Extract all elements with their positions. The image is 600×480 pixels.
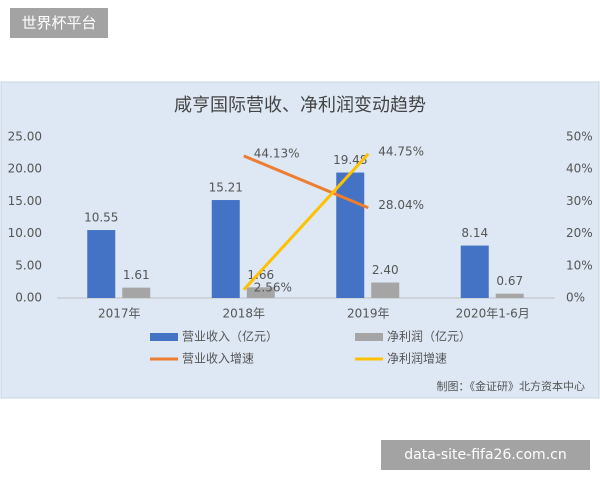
watermark: data-site-fifa26.com.cn [381, 440, 590, 470]
legend-label: 净利润增速 [387, 352, 447, 366]
data-label: 1.61 [123, 268, 150, 282]
legend-label: 净利润（亿元） [387, 329, 471, 344]
source-note: 制图：《金证研》北方资本中心 [437, 379, 586, 393]
y-tick-label: 5.00 [15, 258, 42, 272]
bar [336, 172, 365, 298]
bar [246, 287, 275, 298]
bar [495, 293, 524, 298]
data-label: 15.21 [209, 181, 243, 195]
data-label: 44.75% [378, 144, 424, 158]
legend-swatch [355, 333, 383, 341]
y-tick-label: 15.00 [8, 194, 42, 208]
y2-tick-label: 0% [566, 291, 585, 305]
header-label: 世界杯平台 [10, 8, 108, 38]
y-tick-label: 25.00 [8, 130, 42, 144]
legend-label: 营业收入增速 [182, 352, 254, 366]
data-label: 2.56% [254, 280, 292, 294]
y-tick-label: 0.00 [15, 291, 42, 305]
bar [371, 282, 400, 298]
bar [122, 287, 151, 298]
y2-tick-label: 10% [566, 258, 593, 272]
bar [87, 230, 116, 298]
y2-tick-label: 50% [566, 130, 593, 144]
chart-panel [0, 81, 600, 399]
x-tick-label: 2020年1-6月 [456, 307, 530, 321]
data-label: 0.67 [496, 274, 523, 288]
data-label: 28.04% [378, 198, 424, 212]
bar [460, 245, 489, 298]
legend-label: 营业收入（亿元） [182, 329, 278, 344]
legend-swatch [150, 333, 178, 341]
y2-tick-label: 30% [566, 194, 593, 208]
y-tick-label: 10.00 [8, 226, 42, 240]
data-label: 10.55 [84, 211, 118, 225]
data-label: 19.48 [333, 153, 367, 167]
y2-tick-label: 40% [566, 162, 593, 176]
line [243, 154, 369, 210]
data-label: 8.14 [461, 226, 488, 240]
chart-title: 咸亨国际营收、净利润变动趋势 [174, 95, 426, 116]
x-tick-label: 2018年 [222, 307, 265, 321]
line [242, 152, 370, 291]
y-tick-label: 20.00 [8, 162, 42, 176]
data-label: 2.40 [372, 263, 399, 277]
x-tick-label: 2019年 [347, 307, 390, 321]
bar [211, 200, 240, 298]
x-tick-label: 2017年 [98, 307, 141, 321]
data-label: 1.66 [247, 268, 274, 282]
data-label: 44.13% [254, 146, 300, 160]
y2-tick-label: 20% [566, 226, 593, 240]
